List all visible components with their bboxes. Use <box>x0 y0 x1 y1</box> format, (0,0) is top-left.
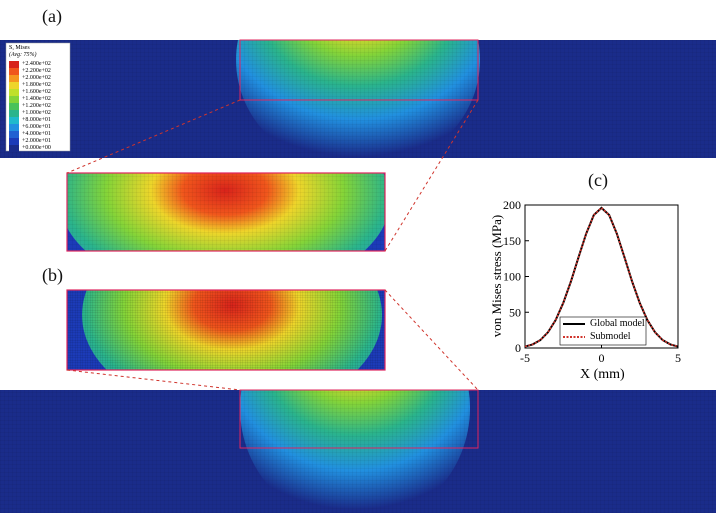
legend-color-swatch <box>9 110 19 117</box>
legend-subtitle: (Avg: 75%) <box>9 52 37 58</box>
legend-color-swatch <box>9 82 19 89</box>
connector-line-b-right <box>384 289 479 391</box>
legend-color-swatch <box>9 117 19 124</box>
chart-legend <box>559 316 647 346</box>
global-model-contour-a <box>0 40 716 158</box>
legend-color-swatch <box>9 124 19 131</box>
legend-color-swatch <box>9 89 19 96</box>
legend-color-swatch <box>9 68 19 75</box>
legend-label-global: Global model <box>590 318 645 329</box>
legend-entry-label: +2.400e+02 <box>22 61 51 67</box>
y-tick-label: 150 <box>503 234 521 248</box>
legend-color-swatch <box>9 131 19 138</box>
legend-entry-label: +6.000e+01 <box>22 124 51 130</box>
legend-entry-label: +1.200e+02 <box>22 103 51 109</box>
legend-entry: +2.000e+02 <box>9 75 51 82</box>
connector-line-b-left <box>66 369 241 391</box>
legend-entry-label: +1.400e+02 <box>22 96 51 102</box>
legend-entry-label: +1.600e+02 <box>22 89 51 95</box>
chart-lines <box>524 206 679 348</box>
y-tick-label: 200 <box>503 198 521 212</box>
legend-entry: +1.800e+02 <box>9 82 51 89</box>
panel-label-c: (c) <box>588 170 608 190</box>
legend-entry-label: +1.000e+02 <box>22 110 51 116</box>
legend-entry: +1.200e+02 <box>9 103 51 110</box>
zoom-contour-b <box>66 289 386 371</box>
legend-title: S, Mises <box>9 45 30 51</box>
legend-entry-label: +2.200e+02 <box>22 68 51 74</box>
legend-color-swatch <box>9 61 19 68</box>
legend-entry: +2.400e+02 <box>9 61 51 68</box>
legend-color-swatch <box>9 96 19 103</box>
legend-entry: +2.000e+01 <box>9 138 51 145</box>
legend-entry: +1.600e+02 <box>9 89 51 96</box>
y-tick-label: 100 <box>503 270 521 284</box>
submodel-region-box-a <box>239 39 479 101</box>
legend-color-swatch <box>9 103 19 110</box>
connector-line-a-left <box>66 99 241 174</box>
legend-entry-label: +1.800e+02 <box>22 82 51 88</box>
legend-color-swatch <box>9 145 19 152</box>
chart-xlabel: X (mm) <box>580 367 625 382</box>
legend-entry: +8.000e+01 <box>9 117 51 124</box>
legend-text: S, Mises (Avg: 75%) +2.400e+02 +2.200e+02… <box>9 45 51 152</box>
legend-entry: +1.400e+02 <box>9 96 51 103</box>
y-tick-label: 50 <box>509 305 521 319</box>
legend-entry: +6.000e+01 <box>9 124 51 131</box>
legend-entry: +4.000e+01 <box>9 131 51 138</box>
legend-label-submodel: Submodel <box>590 331 631 342</box>
legend-color-swatch <box>9 75 19 82</box>
zoom-contour-a <box>66 172 386 252</box>
panel-label-a: (a) <box>42 6 62 26</box>
legend-entry-label: +2.000e+01 <box>22 138 51 144</box>
submodel-contour-b <box>0 390 716 513</box>
legend-entry-label: +2.000e+02 <box>22 75 51 81</box>
panel-label-b: (b) <box>42 265 63 285</box>
series-line-submodel <box>524 206 679 348</box>
x-tick-label: 5 <box>675 351 681 365</box>
legend-entry: +0.000e+00 <box>9 145 51 152</box>
submodel-region-box-b <box>239 389 479 449</box>
legend-color-swatch <box>9 138 19 145</box>
legend-entry-label: +8.000e+01 <box>22 117 51 123</box>
legend-entry: +1.000e+02 <box>9 110 51 117</box>
x-tick-label: 0 <box>599 351 605 365</box>
x-tick-label: -5 <box>520 351 530 365</box>
legend-entry: +2.200e+02 <box>9 68 51 75</box>
chart-legend-labels: Global model Submodel <box>590 317 645 343</box>
y-tick-label: 0 <box>515 341 521 355</box>
legend-entry-label: +0.000e+00 <box>22 145 51 151</box>
legend-entry-label: +4.000e+01 <box>22 131 51 137</box>
chart-ylabel: von Mises stress (MPa) <box>489 214 504 338</box>
